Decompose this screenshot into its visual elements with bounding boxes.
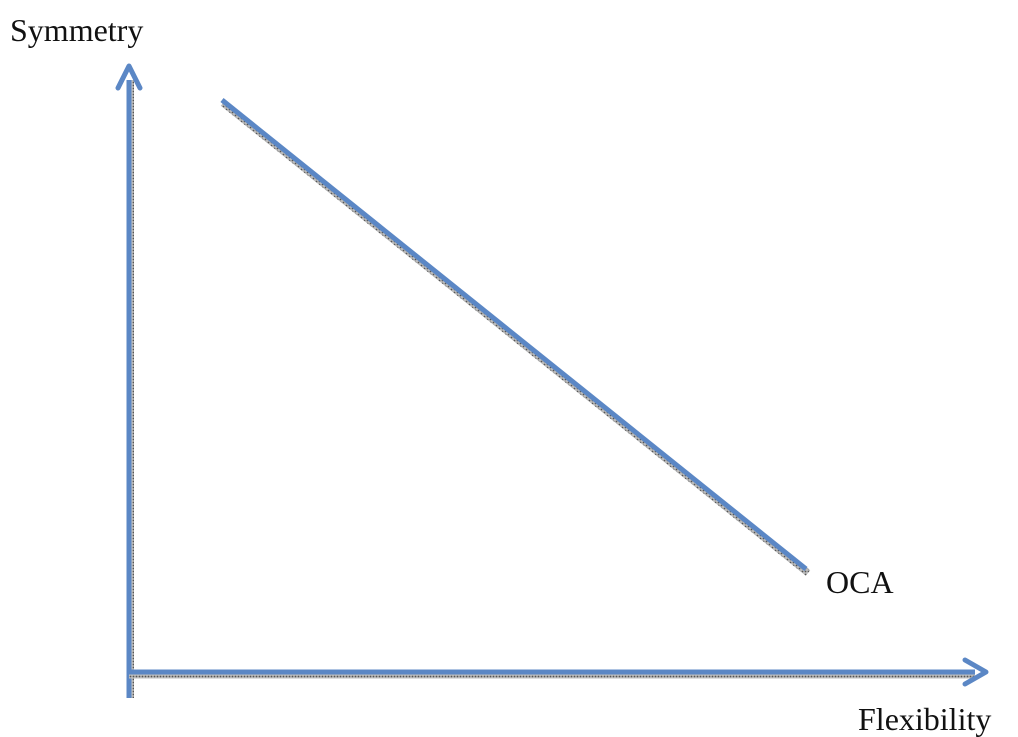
x-axis-label: Flexibility — [858, 701, 992, 737]
y-axis-arrow — [115, 63, 143, 698]
oca-line-label: OCA — [826, 564, 894, 600]
x-axis-arrow — [129, 657, 989, 687]
y-axis-label: Symmetry — [10, 12, 144, 48]
oca-line — [220, 98, 811, 576]
